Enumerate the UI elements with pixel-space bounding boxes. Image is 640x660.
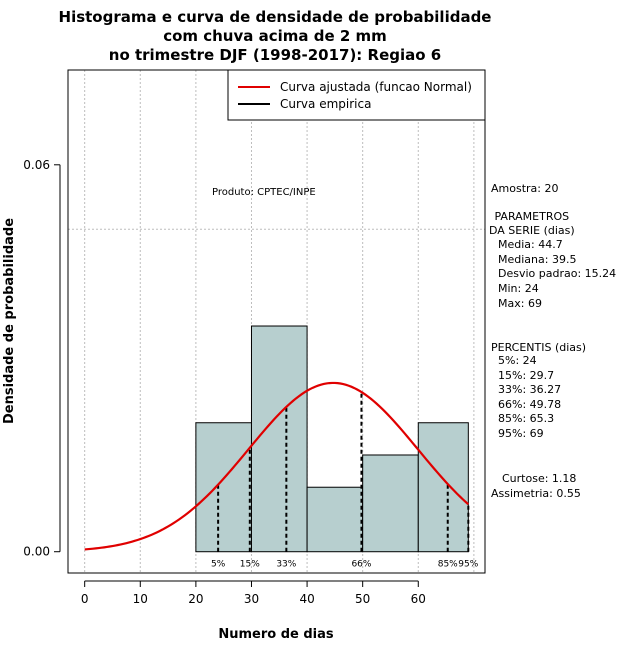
product-annotation: Produto: CPTEC/INPE — [212, 187, 316, 198]
grid — [68, 70, 485, 573]
x-axis: 0 10 20 30 40 50 60 — [81, 580, 426, 606]
y-axis: 0.00 0.06 — [23, 158, 61, 559]
pct-33: 33%: 36.27 — [498, 383, 562, 396]
stat-assimetria: Assimetria: 0.55 — [491, 487, 581, 500]
sample-size: Amostra: 20 — [491, 182, 559, 195]
histogram-bar — [306, 486, 364, 553]
stat-desvio: Desvio padrao: 15.24 — [498, 267, 617, 280]
legend-label-empirical: Curva empirica — [280, 97, 371, 111]
x-tick-label: 10 — [133, 592, 148, 606]
percentile-label: 95% — [458, 560, 478, 570]
pct-95: 95%: 69 — [498, 427, 544, 440]
stat-max: Max: 69 — [498, 297, 542, 310]
x-tick-label: 20 — [188, 592, 203, 606]
title-line-2: com chuva acima de 2 mm — [163, 27, 387, 45]
stat-min: Min: 24 — [498, 282, 539, 295]
percentile-label: 15% — [240, 560, 260, 570]
legend: Curva ajustada (funcao Normal) Curva emp… — [227, 69, 486, 121]
x-tick-label: 40 — [299, 592, 314, 606]
title-line-1: Histograma e curva de densidade de proba… — [59, 8, 492, 26]
stat-mediana: Mediana: 39.5 — [498, 253, 577, 266]
chart-title: Histograma e curva de densidade de proba… — [59, 8, 492, 64]
x-tick-label: 50 — [355, 592, 370, 606]
params-title-1: PARAMETROS — [491, 210, 570, 223]
x-tick-label: 60 — [411, 592, 426, 606]
params-title-2: DA SERIE (dias) — [489, 224, 575, 237]
percentile-label: 33% — [276, 560, 296, 570]
y-tick-label: 0.06 — [23, 158, 50, 172]
histogram-bars — [195, 325, 469, 553]
legend-box — [227, 69, 486, 121]
percentile-lines: 5% 15% 33% 66% 85% 95% — [211, 392, 479, 570]
histogram-bar — [195, 422, 252, 553]
histogram-bar — [417, 422, 469, 553]
title-line-3: no trimestre DJF (1998-2017): Regiao 6 — [109, 46, 441, 64]
percentis-title: PERCENTIS (dias) — [491, 341, 587, 354]
pct-5: 5%: 24 — [498, 354, 537, 367]
percentile-label: 5% — [211, 560, 226, 570]
x-axis-label: Numero de dias — [218, 627, 334, 642]
pct-85: 85%: 65.3 — [498, 412, 555, 425]
histogram-bar — [362, 454, 419, 553]
pct-15: 15%: 29.7 — [498, 369, 555, 382]
percentile-label: 66% — [351, 560, 371, 570]
legend-label-fit: Curva ajustada (funcao Normal) — [280, 80, 472, 94]
normal-fit-curve — [84, 381, 470, 551]
stat-curtose: Curtose: 1.18 — [502, 472, 577, 485]
x-tick-label: 30 — [244, 592, 259, 606]
pct-66: 66%: 49.78 — [498, 398, 562, 411]
stat-media: Media: 44.7 — [498, 238, 563, 251]
x-tick-label: 0 — [81, 592, 89, 606]
histogram-bar — [250, 325, 308, 553]
percentile-label: 85% — [438, 560, 458, 570]
y-tick-label: 0.00 — [23, 545, 50, 559]
y-axis-label: Densidade de probabilidade — [2, 218, 17, 424]
